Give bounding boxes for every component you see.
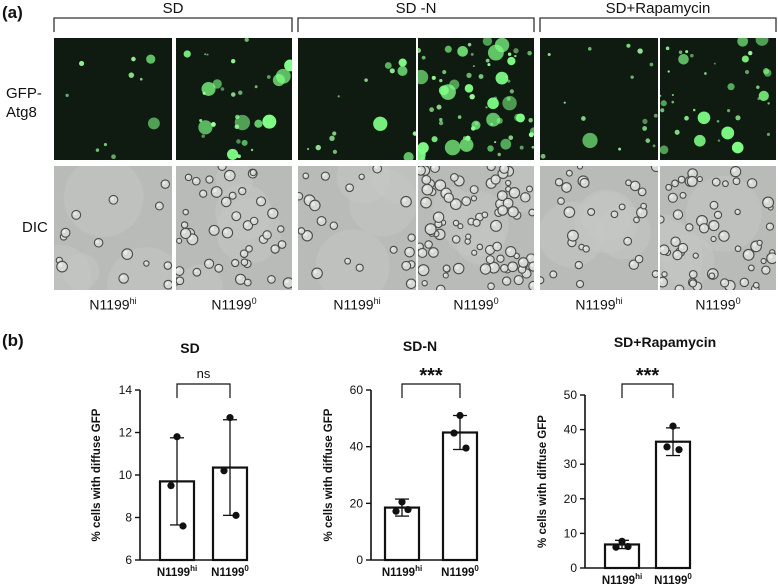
row-label-dic: DIC — [22, 219, 48, 236]
data-point — [179, 522, 187, 530]
y-tick-label: 20 — [564, 492, 578, 506]
significance-label: ns — [197, 366, 211, 381]
y-tick-label: 6 — [125, 553, 132, 567]
data-point — [220, 467, 228, 475]
y-tick-label: 10 — [119, 468, 133, 482]
y-tick-label: 30 — [564, 457, 578, 471]
dic-micrograph-2 — [176, 166, 292, 290]
dic-micrograph-5 — [540, 166, 658, 290]
chart-2: 0 20 40 60 % cells with diffuse GFP N1199hi N1… — [323, 365, 479, 579]
dic-micrograph-4 — [418, 166, 534, 290]
chart-title-sd-n: SD-N — [402, 338, 438, 354]
chart-title-sd-rapamycin: SD+Rapamycin — [613, 334, 717, 350]
row-label-gfp-line1: GFP- — [6, 85, 42, 102]
y-tick-label: 20 — [350, 496, 364, 510]
significance-bracket — [401, 383, 461, 398]
y-tick-label: 40 — [350, 440, 364, 454]
dic-micrograph-6 — [660, 166, 776, 290]
chart-3: 0 10 20 30 40 50 % cells with diffuse GFP N1199… — [537, 365, 692, 585]
x-tick-label: N1199hi — [382, 564, 422, 579]
strain-base: N1199 — [211, 296, 252, 313]
significance-bracket — [176, 383, 231, 398]
significance-label: *** — [636, 365, 660, 387]
data-point — [173, 433, 181, 441]
gfp-atg8-micrograph-4 — [418, 38, 534, 160]
bar — [654, 440, 692, 570]
strain-superscript: hi — [129, 296, 137, 306]
strain-label-2: N11990 — [176, 296, 292, 313]
row-label-gfp-atg8: GFP- Atg8 — [6, 84, 42, 122]
strain-label-5: N1199hi — [540, 296, 658, 313]
data-point — [663, 443, 671, 451]
data-point — [232, 511, 240, 519]
gfp-atg8-micrograph-2 — [176, 38, 292, 160]
y-tick-label: 8 — [125, 511, 132, 525]
strain-base: N1199 — [333, 296, 374, 313]
panel-b-label: (b) — [2, 331, 24, 350]
strain-superscript: 0 — [493, 296, 499, 306]
data-point — [612, 543, 620, 551]
condition-brackets — [53, 17, 777, 32]
chart-title-sd: SD — [180, 340, 200, 356]
x-tick-label: N11990 — [441, 564, 479, 579]
y-axis-label: % cells with diffuse GFP — [91, 408, 103, 541]
x-tick-label: N1199hi — [157, 564, 197, 579]
strain-base: N1199 — [89, 296, 130, 313]
y-axis-label: % cells with diffuse GFP — [537, 415, 549, 548]
strain-label-3: N1199hi — [298, 296, 416, 313]
y-tick-label: 12 — [119, 426, 133, 440]
strain-base: N1199 — [453, 296, 494, 313]
strain-superscript: hi — [373, 296, 381, 306]
strain-base: N1199 — [695, 296, 736, 313]
gfp-atg8-micrograph-6 — [660, 38, 776, 160]
x-tick-label: N1199hi — [602, 572, 642, 585]
condition-label-sd-n: SD -N — [395, 0, 437, 17]
y-axis-label: % cells with diffuse GFP — [323, 408, 335, 541]
data-point — [618, 537, 626, 545]
data-point — [669, 422, 677, 430]
strain-superscript: 0 — [735, 296, 741, 306]
y-tick-label: 60 — [350, 383, 364, 397]
data-point — [404, 505, 412, 514]
y-tick-label: 10 — [564, 526, 578, 540]
y-tick-label: 40 — [564, 423, 578, 437]
y-tick-label: 50 — [564, 388, 578, 402]
gfp-atg8-micrograph-3 — [298, 38, 416, 160]
x-tick-label: N11990 — [654, 572, 692, 585]
strain-base: N1199 — [575, 296, 616, 313]
condition-label-sd: SD — [162, 0, 184, 17]
dic-micrograph-1 — [54, 166, 172, 290]
significance-label: *** — [419, 365, 443, 387]
condition-label-sd-rapamycin: SD+Rapamycin — [605, 0, 711, 17]
strain-superscript: 0 — [251, 296, 257, 306]
data-point — [226, 414, 234, 422]
strain-label-6: N11990 — [660, 296, 776, 313]
strain-superscript: hi — [615, 296, 623, 306]
data-point — [392, 507, 400, 515]
panel-a-label: (a) — [2, 3, 23, 22]
y-tick-label: 14 — [119, 383, 133, 397]
dic-micrograph-3 — [298, 166, 416, 290]
row-label-gfp-line2: Atg8 — [6, 104, 37, 121]
data-point — [398, 498, 406, 506]
data-point — [462, 444, 470, 452]
chart-1: 6 8 10 12 14 % cells with diffuse GFP N1199hi N… — [91, 366, 249, 579]
data-point — [167, 482, 175, 490]
gfp-atg8-micrograph-5 — [540, 38, 658, 160]
y-tick-label: 0 — [570, 561, 577, 575]
strain-label-1: N1199hi — [54, 296, 172, 313]
data-point — [675, 446, 683, 454]
data-point — [456, 411, 464, 420]
y-tick-label: 0 — [356, 553, 363, 567]
gfp-atg8-micrograph-1 — [54, 38, 172, 160]
significance-bracket — [621, 383, 674, 398]
bar — [441, 431, 479, 562]
data-point — [624, 542, 632, 551]
strain-label-4: N11990 — [418, 296, 534, 313]
data-point — [450, 429, 458, 437]
x-tick-label: N11990 — [211, 564, 249, 579]
